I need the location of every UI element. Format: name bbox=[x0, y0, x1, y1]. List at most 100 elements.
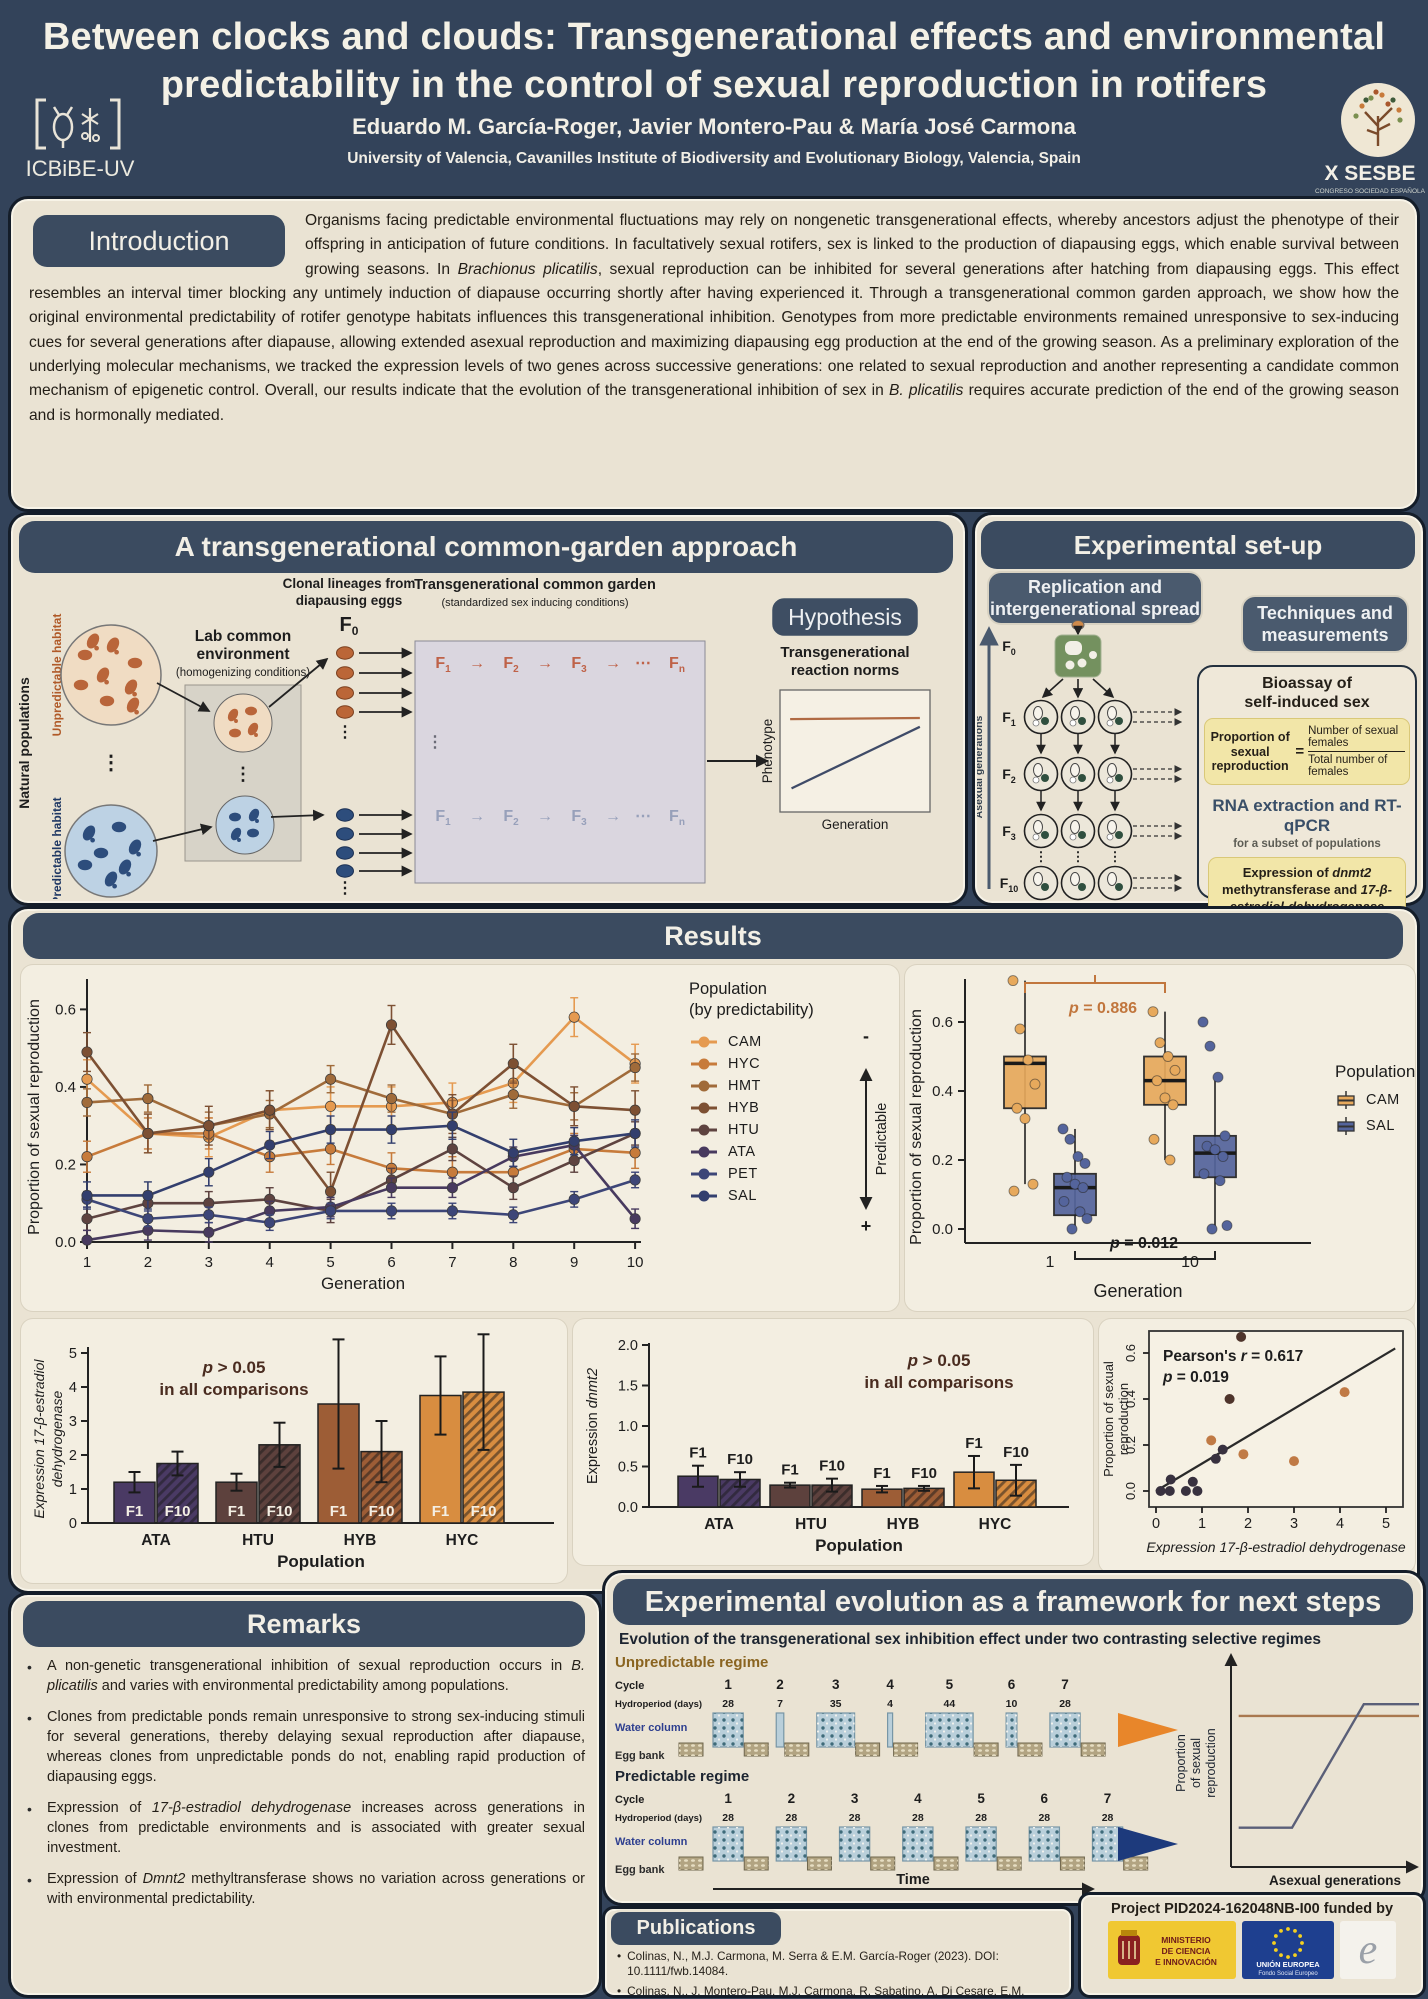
publications-list: • Colinas, N., M.J. Carmona, M. Serra & E… bbox=[617, 1949, 1061, 1999]
svg-text:1.5: 1.5 bbox=[618, 1379, 638, 1395]
remarks-heading: Remarks bbox=[23, 1601, 585, 1647]
svg-text:⋮: ⋮ bbox=[1109, 849, 1122, 864]
svg-text:HYC: HYC bbox=[446, 1532, 479, 1549]
svg-text:F10: F10 bbox=[819, 1458, 845, 1475]
svg-text:→: → bbox=[537, 655, 553, 672]
hypothesis-pill bbox=[769, 595, 921, 639]
svg-text:1.0: 1.0 bbox=[618, 1419, 638, 1435]
svg-text:Clonal lineages from: Clonal lineages from bbox=[283, 576, 416, 591]
svg-text:Proportion of sexual reproduct: Proportion of sexual reproduction bbox=[908, 1009, 925, 1245]
legend-swatch-HMT bbox=[691, 1080, 717, 1092]
svg-text:ATA: ATA bbox=[704, 1516, 734, 1533]
series-HMT-line bbox=[86, 1066, 636, 1128]
svg-text:28: 28 bbox=[912, 1812, 924, 1824]
introduction-text: Organisms facing predictable environment… bbox=[29, 212, 1399, 424]
svg-text:diapausing eggs: diapausing eggs bbox=[296, 593, 403, 608]
svg-text:6: 6 bbox=[1008, 1677, 1016, 1692]
correlation-scatter-chart: 0 1 2 3 4 5 0.0 0.2 0.4 0.6 Pearson's r = 0.617 p =… bbox=[1101, 1330, 1406, 1555]
svg-text:F1: F1 bbox=[126, 1503, 144, 1520]
svg-text:in all comparisons: in all comparisons bbox=[864, 1373, 1013, 1392]
svg-text:Proportion of sexual reproduct: Proportion of sexual reproduction bbox=[26, 999, 43, 1235]
svg-text:F10: F10 bbox=[471, 1503, 497, 1520]
svg-text:0.0: 0.0 bbox=[55, 1234, 76, 1251]
svg-text:Fn: Fn bbox=[669, 808, 685, 828]
svg-text:6: 6 bbox=[1041, 1791, 1049, 1806]
box-legend-item-CAM: CAM bbox=[1335, 1090, 1413, 1110]
svg-text:→: → bbox=[537, 808, 553, 825]
svg-text:4: 4 bbox=[887, 1698, 893, 1710]
svg-text:Asexual generations: Asexual generations bbox=[1269, 1873, 1401, 1888]
svg-text:F10: F10 bbox=[1003, 1444, 1029, 1461]
svg-text:⋯: ⋯ bbox=[635, 655, 651, 672]
bullet-icon: • bbox=[27, 1872, 32, 1889]
svg-text:→: → bbox=[605, 808, 621, 825]
svg-text:Asexual generations: Asexual generations bbox=[977, 715, 985, 818]
line-chart-legend: Population (by predictability) CAM HYC HMT HY… bbox=[689, 979, 894, 1249]
introduction-panel: Introduction Organisms facing predictabl… bbox=[8, 196, 1420, 512]
legend-label-SAL: SAL bbox=[728, 1188, 757, 1205]
svg-text:28: 28 bbox=[786, 1812, 798, 1824]
svg-text:1: 1 bbox=[69, 1482, 77, 1498]
legend-swatch-HYC bbox=[691, 1058, 717, 1070]
svg-text:4: 4 bbox=[266, 1254, 274, 1271]
box-legend-swatch-SAL bbox=[1337, 1117, 1355, 1136]
svg-text:3: 3 bbox=[832, 1677, 840, 1692]
correlation-scatter-box: 0 1 2 3 4 5 0.0 0.2 0.4 0.6 Pearson's r = 0.617 p =… bbox=[1099, 1319, 1415, 1573]
svg-text:Population: Population bbox=[277, 1552, 365, 1571]
svg-text:⋯: ⋯ bbox=[635, 808, 651, 825]
svg-text:F2: F2 bbox=[1002, 766, 1016, 785]
svg-text:35: 35 bbox=[830, 1698, 842, 1710]
svg-text:F10: F10 bbox=[267, 1503, 293, 1520]
svg-text:Proportion of sexual: Proportion of sexual bbox=[1101, 1361, 1116, 1477]
svg-text:Predictable habitat: Predictable habitat bbox=[50, 797, 64, 899]
sesbe-subtitle-1: CONGRESO SOCIEDAD ESPAÑOLA bbox=[1314, 188, 1426, 195]
svg-text:ATA: ATA bbox=[141, 1532, 171, 1549]
svg-text:reaction norms: reaction norms bbox=[791, 662, 899, 679]
legend-swatch-SAL bbox=[691, 1190, 717, 1202]
sesbe-name: X SESBE bbox=[1324, 162, 1416, 185]
legend-swatch-HYB bbox=[691, 1102, 717, 1114]
svg-text:F0: F0 bbox=[340, 614, 359, 638]
bullet-icon: • bbox=[27, 1659, 32, 1675]
svg-text:Natural populations: Natural populations bbox=[16, 677, 32, 809]
formula-numerator: Number of sexual females bbox=[1308, 725, 1405, 753]
svg-text:F1: F1 bbox=[228, 1503, 246, 1520]
svg-text:28: 28 bbox=[722, 1812, 734, 1824]
svg-text:Generation: Generation bbox=[1093, 1281, 1182, 1301]
svg-text:0.4: 0.4 bbox=[55, 1079, 76, 1096]
svg-text:0.2: 0.2 bbox=[1123, 1436, 1138, 1454]
rna-title: RNA extraction and RT-qPCR bbox=[1212, 796, 1402, 836]
svg-text:⋮: ⋮ bbox=[234, 764, 252, 784]
svg-text:10: 10 bbox=[1181, 1254, 1199, 1271]
publication-text: Colinas, N., M.J. Carmona, M. Serra & E.… bbox=[627, 1949, 999, 1979]
poster-title-line2: predictability in the control of sexual … bbox=[160, 64, 1268, 106]
svg-text:7: 7 bbox=[448, 1254, 456, 1271]
svg-text:p = 0.886: p = 0.886 bbox=[1068, 1000, 1137, 1017]
svg-text:Transgenerational common garde: Transgenerational common garden bbox=[414, 577, 656, 593]
introduction-heading: Introduction bbox=[33, 215, 285, 267]
regime-arrow bbox=[1118, 1713, 1178, 1747]
svg-text:in all comparisons: in all comparisons bbox=[159, 1380, 308, 1399]
svg-text:10: 10 bbox=[627, 1254, 644, 1271]
svg-text:1: 1 bbox=[1046, 1254, 1055, 1271]
series-PET-line bbox=[86, 1178, 636, 1224]
svg-text:0: 0 bbox=[69, 1516, 77, 1532]
remark-bullet-3: • Expression of 17-β-estradiol dehydrogen… bbox=[27, 1799, 585, 1858]
svg-text:⋮: ⋮ bbox=[337, 880, 353, 897]
legend-item-CAM: CAM bbox=[689, 1034, 852, 1050]
svg-text:9: 9 bbox=[570, 1254, 578, 1271]
svg-text:F1: F1 bbox=[435, 655, 451, 675]
remarks-panel: Remarks • A non-genetic transgenerational… bbox=[8, 1592, 602, 1998]
remark-text-3: Expression of 17-β-estradiol dehydrogena… bbox=[47, 1800, 585, 1856]
fit-line bbox=[1155, 1347, 1396, 1492]
svg-text:F0: F0 bbox=[1002, 638, 1016, 657]
svg-text:4: 4 bbox=[886, 1677, 894, 1692]
svg-text:p > 0.05: p > 0.05 bbox=[907, 1351, 971, 1370]
series-HYC-line bbox=[86, 1132, 636, 1174]
svg-text:0.5: 0.5 bbox=[618, 1460, 638, 1476]
svg-text:3: 3 bbox=[69, 1414, 77, 1430]
svg-text:Population: Population bbox=[815, 1536, 903, 1555]
svg-text:p > 0.05: p > 0.05 bbox=[202, 1358, 266, 1377]
formula-equals: = bbox=[1295, 743, 1305, 761]
svg-text:F10: F10 bbox=[911, 1465, 937, 1482]
